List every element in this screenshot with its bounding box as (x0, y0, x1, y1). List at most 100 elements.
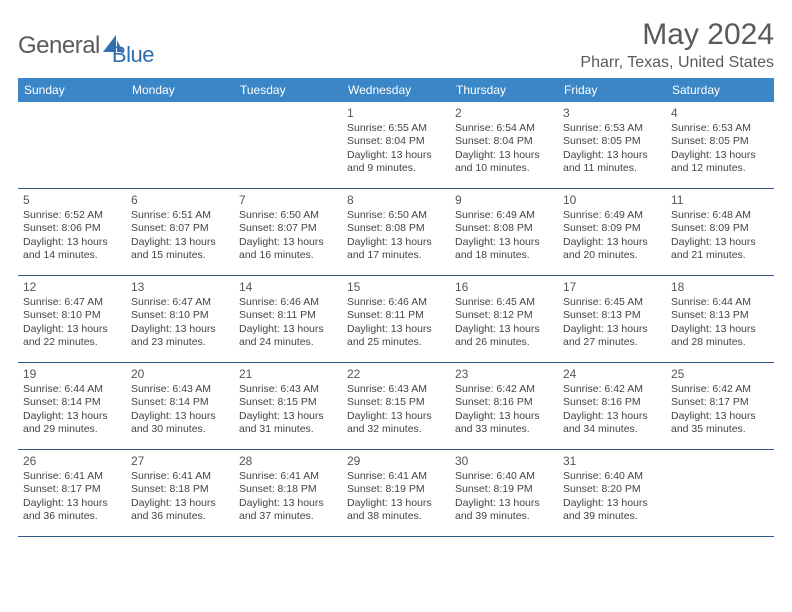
day-number: 15 (347, 280, 445, 294)
day-number: 24 (563, 367, 661, 381)
sunrise-line: Sunrise: 6:48 AM (671, 209, 769, 222)
daylight-line: Daylight: 13 hours and 36 minutes. (23, 497, 121, 524)
brand-logo: General Blue (18, 18, 154, 68)
calendar-row: 1Sunrise: 6:55 AMSunset: 8:04 PMDaylight… (18, 102, 774, 189)
sunset-line: Sunset: 8:04 PM (347, 135, 445, 148)
calendar-cell: 16Sunrise: 6:45 AMSunset: 8:12 PMDayligh… (450, 276, 558, 362)
day-number: 9 (455, 193, 553, 207)
calendar-cell: 9Sunrise: 6:49 AMSunset: 8:08 PMDaylight… (450, 189, 558, 275)
calendar-cell (234, 102, 342, 188)
calendar-row: 12Sunrise: 6:47 AMSunset: 8:10 PMDayligh… (18, 276, 774, 363)
sunrise-line: Sunrise: 6:41 AM (23, 470, 121, 483)
daylight-line: Daylight: 13 hours and 24 minutes. (239, 323, 337, 350)
daylight-line: Daylight: 13 hours and 38 minutes. (347, 497, 445, 524)
sunrise-line: Sunrise: 6:47 AM (131, 296, 229, 309)
calendar-cell (126, 102, 234, 188)
daylight-line: Daylight: 13 hours and 16 minutes. (239, 236, 337, 263)
calendar-cell: 29Sunrise: 6:41 AMSunset: 8:19 PMDayligh… (342, 450, 450, 536)
day-number: 21 (239, 367, 337, 381)
sunset-line: Sunset: 8:19 PM (455, 483, 553, 496)
sunset-line: Sunset: 8:08 PM (455, 222, 553, 235)
calendar-cell: 25Sunrise: 6:42 AMSunset: 8:17 PMDayligh… (666, 363, 774, 449)
day-number: 25 (671, 367, 769, 381)
day-number: 23 (455, 367, 553, 381)
day-number: 12 (23, 280, 121, 294)
calendar-cell: 3Sunrise: 6:53 AMSunset: 8:05 PMDaylight… (558, 102, 666, 188)
calendar-cell: 8Sunrise: 6:50 AMSunset: 8:08 PMDaylight… (342, 189, 450, 275)
day-number: 27 (131, 454, 229, 468)
calendar-row: 5Sunrise: 6:52 AMSunset: 8:06 PMDaylight… (18, 189, 774, 276)
calendar-cell: 26Sunrise: 6:41 AMSunset: 8:17 PMDayligh… (18, 450, 126, 536)
calendar-cell: 20Sunrise: 6:43 AMSunset: 8:14 PMDayligh… (126, 363, 234, 449)
daylight-line: Daylight: 13 hours and 23 minutes. (131, 323, 229, 350)
sunset-line: Sunset: 8:17 PM (671, 396, 769, 409)
brand-word-blue: Blue (112, 42, 154, 67)
calendar-cell: 17Sunrise: 6:45 AMSunset: 8:13 PMDayligh… (558, 276, 666, 362)
brand-word-general: General (18, 32, 100, 60)
calendar-cell: 4 Sunrise: 6:53 AMSunset: 8:05 PMDaylight… (666, 102, 774, 188)
sunrise-line: Sunrise: 6:53 AM (671, 122, 769, 135)
sunset-line: Sunset: 8:12 PM (455, 309, 553, 322)
sunset-line: Sunset: 8:16 PM (455, 396, 553, 409)
sunset-line: Sunset: 8:18 PM (239, 483, 337, 496)
daylight-line: Daylight: 13 hours and 27 minutes. (563, 323, 661, 350)
sunrise-line: Sunrise: 6:49 AM (563, 209, 661, 222)
sunset-line: Sunset: 8:15 PM (347, 396, 445, 409)
calendar-cell: 10Sunrise: 6:49 AMSunset: 8:09 PMDayligh… (558, 189, 666, 275)
sunset-line: Sunset: 8:17 PM (23, 483, 121, 496)
sunrise-line: Sunrise: 6:40 AM (455, 470, 553, 483)
daylight-line: Daylight: 13 hours and 14 minutes. (23, 236, 121, 263)
day-number: 30 (455, 454, 553, 468)
calendar-cell: 2Sunrise: 6:54 AMSunset: 8:04 PMDaylight… (450, 102, 558, 188)
day-number: 4 (671, 106, 769, 120)
calendar-cell: 13 Sunrise: 6:47 AMSunset: 8:10 PMDayligh… (126, 276, 234, 362)
calendar-cell: 5Sunrise: 6:52 AMSunset: 8:06 PMDaylight… (18, 189, 126, 275)
daylight-line: Daylight: 13 hours and 11 minutes. (563, 149, 661, 176)
day-number: 16 (455, 280, 553, 294)
sunrise-line: Sunrise: 6:41 AM (347, 470, 445, 483)
calendar-cell (666, 450, 774, 536)
sunrise-line: Sunrise: 6:42 AM (563, 383, 661, 396)
day-number: 17 (563, 280, 661, 294)
calendar-cell: 27Sunrise: 6:41 AMSunset: 8:18 PMDayligh… (126, 450, 234, 536)
weekday-header: Monday (126, 78, 234, 102)
sunset-line: Sunset: 8:09 PM (563, 222, 661, 235)
sunrise-line: Sunrise: 6:42 AM (671, 383, 769, 396)
sunset-line: Sunset: 8:08 PM (347, 222, 445, 235)
day-number: 13 (131, 280, 229, 294)
daylight-line: Daylight: 13 hours and 34 minutes. (563, 410, 661, 437)
day-number: 6 (131, 193, 229, 207)
calendar-grid: 1Sunrise: 6:55 AMSunset: 8:04 PMDaylight… (18, 102, 774, 537)
sunset-line: Sunset: 8:10 PM (131, 309, 229, 322)
daylight-line: Daylight: 13 hours and 39 minutes. (563, 497, 661, 524)
daylight-line: Daylight: 13 hours and 18 minutes. (455, 236, 553, 263)
day-number: 22 (347, 367, 445, 381)
sunset-line: Sunset: 8:11 PM (347, 309, 445, 322)
sunrise-line: Sunrise: 6:51 AM (131, 209, 229, 222)
weekday-header: Saturday (666, 78, 774, 102)
weekday-header: Thursday (450, 78, 558, 102)
sunrise-line: Sunrise: 6:43 AM (131, 383, 229, 396)
sunset-line: Sunset: 8:15 PM (239, 396, 337, 409)
sunset-line: Sunset: 8:13 PM (563, 309, 661, 322)
daylight-line: Daylight: 13 hours and 21 minutes. (671, 236, 769, 263)
sunset-line: Sunset: 8:10 PM (23, 309, 121, 322)
daylight-line: Daylight: 13 hours and 32 minutes. (347, 410, 445, 437)
sunset-line: Sunset: 8:19 PM (347, 483, 445, 496)
calendar-cell: 7Sunrise: 6:50 AMSunset: 8:07 PMDaylight… (234, 189, 342, 275)
sunrise-line: Sunrise: 6:45 AM (455, 296, 553, 309)
day-number: 7 (239, 193, 337, 207)
calendar-cell: 6Sunrise: 6:51 AMSunset: 8:07 PMDaylight… (126, 189, 234, 275)
calendar-cell: 31Sunrise: 6:40 AMSunset: 8:20 PMDayligh… (558, 450, 666, 536)
daylight-line: Daylight: 13 hours and 39 minutes. (455, 497, 553, 524)
sunrise-line: Sunrise: 6:46 AM (347, 296, 445, 309)
sunset-line: Sunset: 8:05 PM (671, 135, 769, 148)
daylight-line: Daylight: 13 hours and 22 minutes. (23, 323, 121, 350)
daylight-line: Daylight: 13 hours and 25 minutes. (347, 323, 445, 350)
calendar-cell: 19Sunrise: 6:44 AMSunset: 8:14 PMDayligh… (18, 363, 126, 449)
page-header: General Blue May 2024 Pharr, Texas, Unit… (18, 18, 774, 72)
daylight-line: Daylight: 13 hours and 12 minutes. (671, 149, 769, 176)
daylight-line: Daylight: 13 hours and 17 minutes. (347, 236, 445, 263)
day-number: 1 (347, 106, 445, 120)
sunrise-line: Sunrise: 6:47 AM (23, 296, 121, 309)
